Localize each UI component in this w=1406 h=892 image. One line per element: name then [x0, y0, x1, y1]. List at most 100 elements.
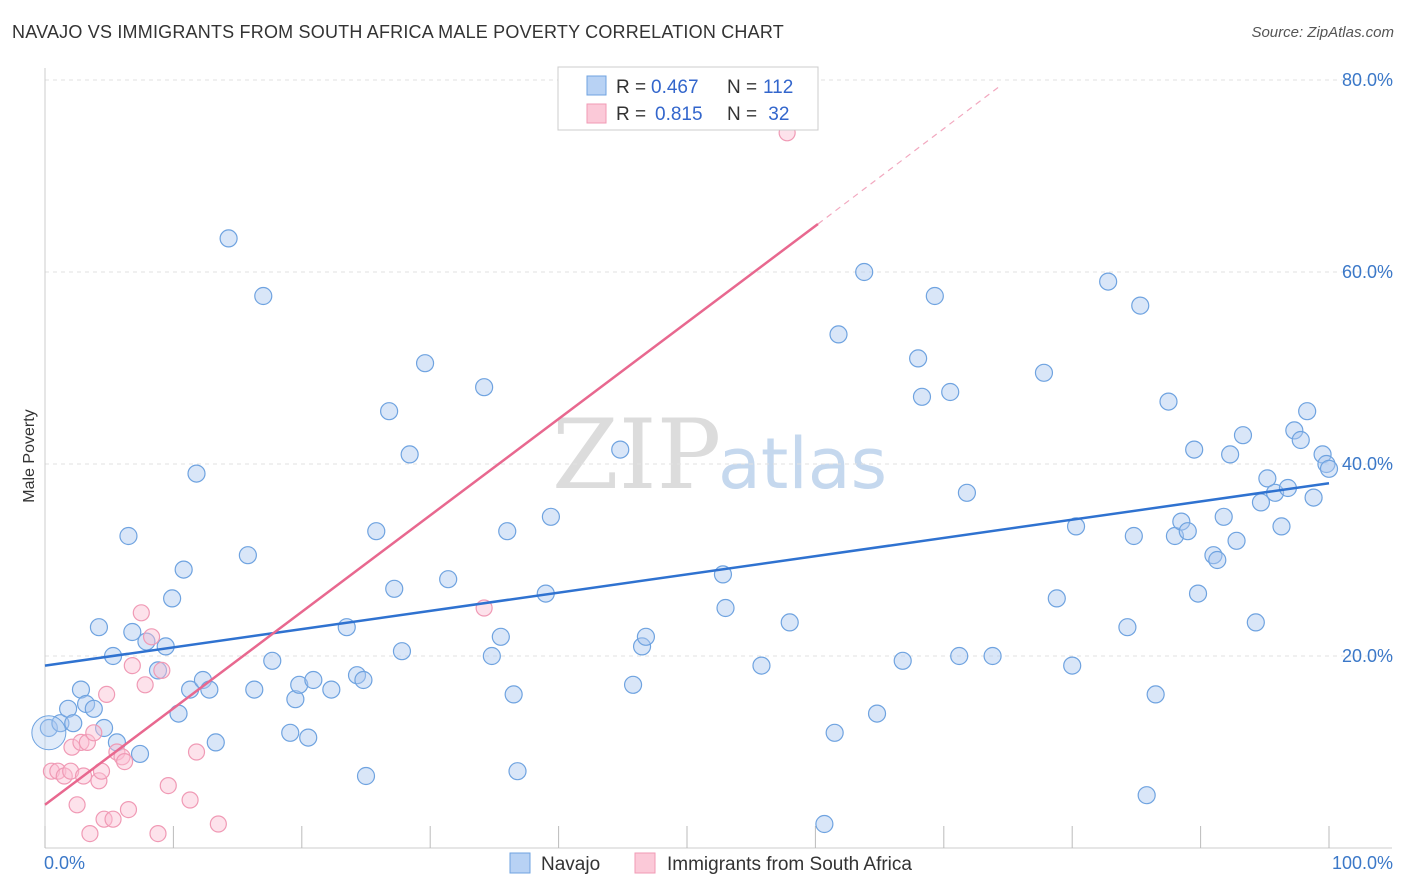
- south-africa-point: [85, 724, 103, 742]
- y-tick-labels: 20.0% 40.0% 60.0% 80.0%: [1342, 70, 1393, 666]
- y-tick-label: 60.0%: [1342, 262, 1393, 282]
- navajo-point: [71, 680, 91, 699]
- navajo-point: [187, 464, 206, 483]
- navajo-point: [1304, 488, 1323, 507]
- navajo-point: [825, 723, 844, 742]
- south-africa-trend-extension: [817, 84, 1002, 225]
- navajo-point: [1172, 512, 1191, 531]
- navajo-point: [286, 690, 305, 709]
- south-africa-point: [136, 676, 154, 694]
- navajo-point: [855, 262, 874, 282]
- navajo-point: [1208, 550, 1227, 570]
- navajo-point: [84, 699, 103, 718]
- south-africa-point: [95, 810, 113, 828]
- navajo-point: [1118, 618, 1137, 637]
- navajo-point: [541, 507, 560, 526]
- navajo-point: [1131, 296, 1150, 315]
- navajo-point: [1233, 426, 1253, 445]
- navajo-point: [1146, 685, 1165, 704]
- legend-n-label-south-africa: N =: [727, 104, 757, 125]
- navajo-point: [367, 522, 386, 541]
- navajo-point: [64, 714, 83, 733]
- navajo-point: [415, 354, 435, 373]
- navajo-point: [200, 680, 219, 699]
- legend-r-value-south-africa: 0.815: [655, 104, 703, 125]
- south-africa-point: [209, 815, 227, 833]
- legend-swatch-navajo: [586, 75, 607, 96]
- south-africa-point: [142, 628, 161, 646]
- south-africa-point: [113, 748, 131, 766]
- navajo-point: [829, 325, 848, 344]
- x-tick-labels: 0.0% 100.0%: [44, 853, 1393, 873]
- navajo-point: [245, 680, 264, 699]
- navajo-point: [1159, 392, 1178, 411]
- navajo-point: [130, 744, 150, 764]
- x-tick-label-end: 100.0%: [1332, 853, 1393, 873]
- navajo-point: [1124, 526, 1143, 546]
- navajo-point: [206, 733, 225, 752]
- south-africa-point: [90, 772, 108, 790]
- south-africa-point: [149, 824, 167, 843]
- navajo-point: [59, 699, 78, 718]
- south-africa-point: [62, 762, 80, 780]
- navajo-point: [1246, 613, 1265, 632]
- south-africa-point: [159, 776, 177, 795]
- navajo-point: [163, 589, 182, 608]
- navajo-point: [1298, 402, 1317, 421]
- navajo-point: [504, 685, 523, 704]
- south-africa-point: [98, 685, 116, 704]
- legend-r-value-navajo: 0.467: [651, 77, 699, 98]
- watermark-atlas: atlas: [718, 423, 887, 505]
- bottom-legend-label-south-africa: Immigrants from South Africa: [667, 854, 912, 875]
- navajo-point: [1291, 430, 1310, 450]
- navajo-point: [623, 675, 643, 694]
- legend-r-label-navajo: R =: [616, 77, 646, 98]
- navajo-point: [1221, 445, 1240, 464]
- axes: [44, 68, 1392, 849]
- navajo-point: [392, 642, 412, 661]
- navajo-point: [950, 646, 969, 666]
- navajo-point: [815, 814, 834, 834]
- navajo-point: [1227, 531, 1246, 550]
- navajo-point: [385, 579, 404, 598]
- navajo-point-large: [31, 715, 67, 751]
- navajo-point: [925, 286, 944, 306]
- navajo-point: [356, 766, 376, 786]
- navajo-point: [983, 646, 1002, 666]
- navajo-point: [1099, 272, 1118, 291]
- bottom-legend-label-navajo: Navajo: [541, 854, 600, 875]
- navajo-point: [752, 656, 771, 675]
- navajo-point: [39, 718, 58, 738]
- navajo-point: [1063, 656, 1082, 675]
- legend-bottom: Navajo Immigrants from South Africa: [509, 852, 912, 875]
- x-tick-label-start: 0.0%: [44, 853, 85, 873]
- navajo-point: [94, 718, 114, 738]
- legend-r-label-south-africa: R =: [616, 104, 646, 125]
- navajo-point: [304, 670, 323, 690]
- navajo-point: [281, 723, 300, 742]
- navajo-point: [148, 661, 168, 680]
- navajo-point: [299, 728, 318, 747]
- navajo-point: [354, 670, 373, 690]
- south-africa-point: [42, 762, 61, 780]
- navajo-point: [254, 286, 273, 306]
- navajo-point: [1185, 440, 1204, 459]
- navajo-point: [632, 637, 652, 656]
- navajo-point: [400, 445, 419, 464]
- watermark-zip: ZIP: [552, 399, 721, 511]
- navajo-point: [636, 627, 656, 646]
- navajo-point: [1034, 363, 1054, 382]
- south-africa-trend-line: [44, 223, 819, 806]
- navajo-point: [119, 526, 138, 546]
- navajo-point: [322, 680, 341, 699]
- navajo-point: [290, 675, 309, 694]
- navajo-point: [1317, 454, 1336, 474]
- y-axis-label: Male Poverty: [21, 409, 38, 502]
- navajo-point: [491, 627, 510, 646]
- navajo-point: [941, 382, 960, 402]
- navajo-point: [482, 646, 501, 666]
- navajo-point: [780, 613, 799, 632]
- navajo-point: [1214, 507, 1233, 526]
- legend-swatch-south-africa: [586, 103, 607, 124]
